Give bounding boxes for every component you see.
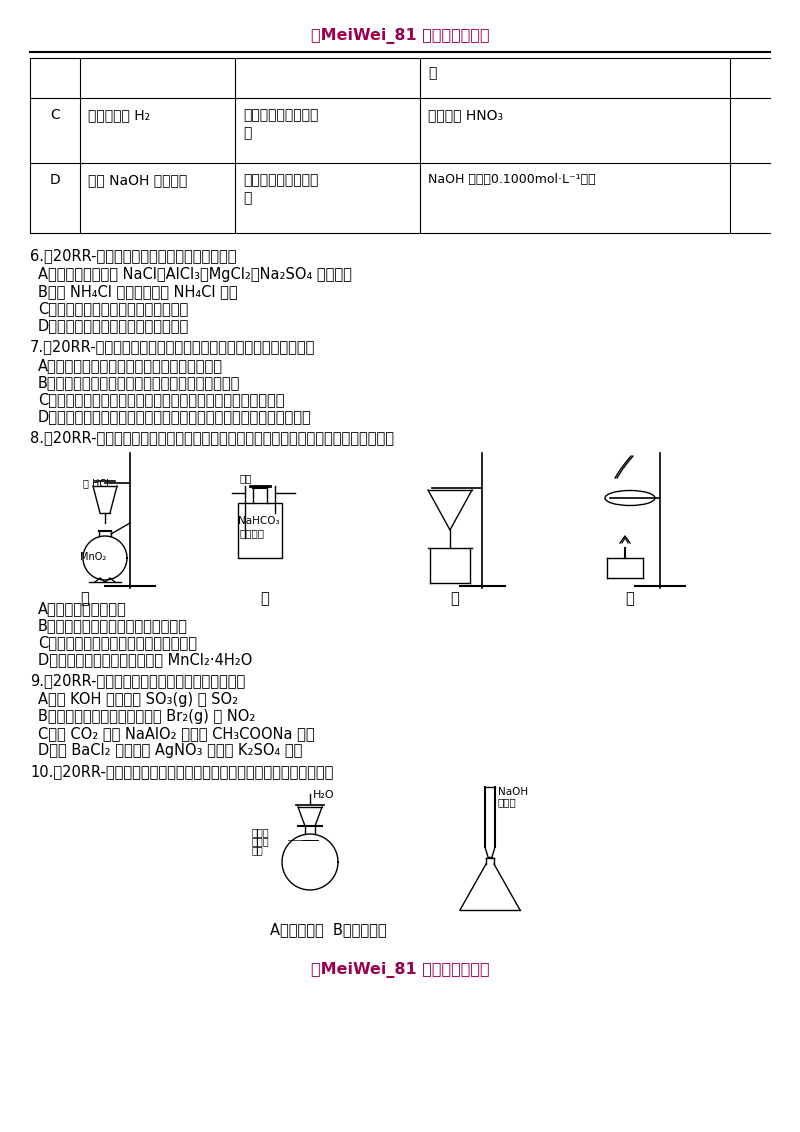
- Text: 测定 NaOH 溶液浓度: 测定 NaOH 溶液浓度: [88, 173, 187, 187]
- Text: 锌粒、稀 HNO₃: 锌粒、稀 HNO₃: [428, 108, 503, 122]
- Text: 9.【20RR-重庆】下列实验可实现鉴别目的是（）: 9.【20RR-重庆】下列实验可实现鉴别目的是（）: [30, 674, 246, 688]
- Text: 【MeiWei_81 重点借鉴文档】: 【MeiWei_81 重点借鉴文档】: [310, 28, 490, 44]
- Text: D．用可见光束照射以区别溶液和胶体: D．用可见光束照射以区别溶液和胶体: [38, 318, 190, 333]
- Text: 丙: 丙: [450, 591, 458, 606]
- Text: 甲: 甲: [80, 591, 89, 606]
- Text: 滴定管、锥形瓶、烧: 滴定管、锥形瓶、烧: [243, 173, 318, 187]
- Text: B．酸式滴定管装标准溶液前，必须先用该溶液润洗: B．酸式滴定管装标准溶液前，必须先用该溶液润洗: [38, 375, 240, 391]
- Text: C．用萃取分液的方法除去酒精中的水: C．用萃取分液的方法除去酒精中的水: [38, 301, 188, 316]
- Text: 实验室制取 H₂: 实验室制取 H₂: [88, 108, 150, 122]
- Text: 试管、带导管的橡皮: 试管、带导管的橡皮: [243, 108, 318, 122]
- Text: D．用容量瓶配溶液时，若加水超过刻度线，立即用滴管吸出多余液体: D．用容量瓶配溶液时，若加水超过刻度线，立即用滴管吸出多余液体: [38, 409, 312, 424]
- Text: D．用装置丁蒸干氯化锰溶液制 MnCl₂·4H₂O: D．用装置丁蒸干氯化锰溶液制 MnCl₂·4H₂O: [38, 652, 252, 667]
- Text: 气体: 气体: [240, 473, 253, 483]
- Text: 塞: 塞: [243, 126, 251, 140]
- Text: NaOH: NaOH: [498, 787, 528, 797]
- Text: D: D: [50, 173, 60, 187]
- Text: NaHCO₃: NaHCO₃: [238, 516, 280, 526]
- Text: A．只滴加氨水鉴别 NaCl、AlCl₃、MgCl₂、Na₂SO₄ 四种溶液: A．只滴加氨水鉴别 NaCl、AlCl₃、MgCl₂、Na₂SO₄ 四种溶液: [38, 267, 352, 282]
- Text: C: C: [50, 108, 60, 122]
- Text: 8.【20RR-江苏】下列装置应用于实验室制氯气并回收氯化锰的实验，能达到实验目的是: 8.【20RR-江苏】下列装置应用于实验室制氯气并回收氯化锰的实验，能达到实验目…: [30, 430, 394, 445]
- Text: 10.【20RR-山东】下列实验操作或装置（略去部分加持仪器）正确的是: 10.【20RR-山东】下列实验操作或装置（略去部分加持仪器）正确的是: [30, 764, 334, 779]
- Text: 【MeiWei_81 重点借鉴文档】: 【MeiWei_81 重点借鉴文档】: [310, 962, 490, 978]
- Text: 液面与: 液面与: [252, 827, 270, 837]
- Text: B．用装置乙除去氯气中的少量氯化氢: B．用装置乙除去氯气中的少量氯化氢: [38, 618, 188, 633]
- Text: A．用 KOH 溶液鉴别 SO₃(g) 和 SO₂: A．用 KOH 溶液鉴别 SO₃(g) 和 SO₂: [38, 692, 238, 708]
- Text: 刻度线: 刻度线: [252, 837, 270, 846]
- Text: 7.【20RR-新课标】下列有关仪器使用方法或实验操作正确的是（）: 7.【20RR-新课标】下列有关仪器使用方法或实验操作正确的是（）: [30, 338, 315, 354]
- Text: B．将 NH₄Cl 溶液蒸干制备 NH₄Cl 固体: B．将 NH₄Cl 溶液蒸干制备 NH₄Cl 固体: [38, 284, 238, 299]
- Text: C．用装置丙分离二氧化锰和氯化锰溶液: C．用装置丙分离二氧化锰和氯化锰溶液: [38, 635, 197, 650]
- Text: 乙: 乙: [260, 591, 269, 606]
- Text: A．洗净的锥形瓶和容量瓶可以放进烘箱中烘干: A．洗净的锥形瓶和容量瓶可以放进烘箱中烘干: [38, 358, 223, 374]
- Text: A．用装置甲制取氯气: A．用装置甲制取氯气: [38, 601, 126, 616]
- Text: C．酸碱滴定实验中，用待滴定溶液润洗锥形瓶以减小实验误差: C．酸碱滴定实验中，用待滴定溶液润洗锥形瓶以减小实验误差: [38, 392, 285, 408]
- Text: 6.【20RR-福建】下列实验能达到目的的是（）: 6.【20RR-福建】下列实验能达到目的的是（）: [30, 248, 237, 263]
- Text: NaOH 溶液、0.1000mol·L⁻¹盐酸: NaOH 溶液、0.1000mol·L⁻¹盐酸: [428, 173, 596, 186]
- Text: 液: 液: [428, 66, 436, 80]
- Text: 相切: 相切: [252, 844, 264, 855]
- Text: C．用 CO₂ 鉴别 NaAlO₂ 溶液和 CH₃COONa 溶液: C．用 CO₂ 鉴别 NaAlO₂ 溶液和 CH₃COONa 溶液: [38, 726, 314, 741]
- Text: MnO₂: MnO₂: [80, 552, 106, 561]
- Text: D．用 BaCl₂ 溶液鉴别 AgNO₃ 溶液和 K₂SO₄ 溶液: D．用 BaCl₂ 溶液鉴别 AgNO₃ 溶液和 K₂SO₄ 溶液: [38, 743, 302, 758]
- Text: 杯: 杯: [243, 191, 251, 205]
- Text: B．用湿润碘化钾淀粉试纸鉴别 Br₂(g) 和 NO₂: B．用湿润碘化钾淀粉试纸鉴别 Br₂(g) 和 NO₂: [38, 709, 255, 724]
- Text: 浓 HCl: 浓 HCl: [83, 478, 109, 488]
- Text: 待测液: 待测液: [498, 797, 517, 807]
- Text: 饱和溶液: 饱和溶液: [240, 528, 265, 538]
- Text: 丁: 丁: [625, 591, 634, 606]
- Text: A．配制溶液  B．中和滴定: A．配制溶液 B．中和滴定: [270, 921, 386, 937]
- Text: H₂O: H₂O: [313, 790, 334, 800]
